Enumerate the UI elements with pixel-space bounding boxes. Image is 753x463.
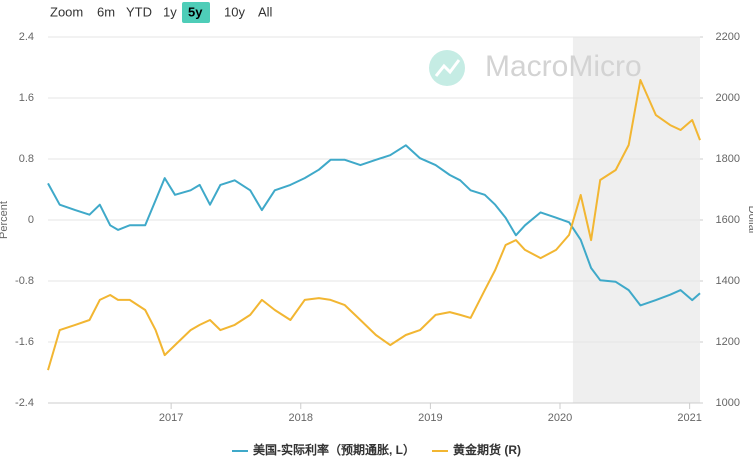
series-line — [47, 79, 701, 371]
y2-axis-title: Dollar — [746, 206, 753, 235]
watermark-icon — [434, 59, 461, 77]
y2-tick-label: 1800 — [716, 153, 740, 165]
x-tick-label: 2021 — [677, 412, 701, 424]
watermark: MacroMicro — [485, 50, 642, 83]
y-axis-title: Percent — [0, 201, 10, 239]
zoom-label: Zoom — [50, 4, 83, 19]
zoom-button-label[interactable]: 5y — [188, 4, 203, 19]
y-tick-label: 1.6 — [19, 92, 34, 104]
y-tick-label: 0.8 — [19, 153, 34, 165]
y-tick-label: 2.4 — [19, 31, 34, 43]
zoom-button[interactable] — [182, 2, 210, 23]
y2-tick-label: 2200 — [716, 31, 740, 43]
zoom-button-label[interactable]: 1y — [163, 4, 177, 19]
y2-tick-label: 1600 — [716, 214, 740, 226]
series-line — [47, 144, 701, 307]
x-tick-label: 2019 — [418, 412, 442, 424]
y-tick-label: -0.8 — [15, 275, 34, 287]
y2-tick-label: 1400 — [716, 275, 740, 287]
zoom-button-label[interactable]: YTD — [126, 4, 152, 19]
y2-tick-label: 1200 — [716, 336, 740, 348]
y-tick-label: -2.4 — [15, 397, 34, 409]
y-tick-label: -1.6 — [15, 336, 34, 348]
y2-tick-label: 2000 — [716, 92, 740, 104]
legend-label[interactable]: 美国-实际利率（预期通胀, L） — [253, 442, 415, 457]
zoom-button-label[interactable]: 10y — [224, 4, 245, 19]
x-tick-label: 2020 — [548, 412, 572, 424]
x-tick-label: 2018 — [289, 412, 313, 424]
x-tick-label: 2017 — [159, 412, 183, 424]
zoom-button-label[interactable]: 6m — [97, 4, 115, 19]
y2-tick-label: 1000 — [716, 397, 740, 409]
y-tick-label: 0 — [28, 214, 34, 226]
legend-label[interactable]: 黄金期货 (R) — [453, 442, 521, 457]
zoom-button-label[interactable]: All — [258, 4, 273, 19]
